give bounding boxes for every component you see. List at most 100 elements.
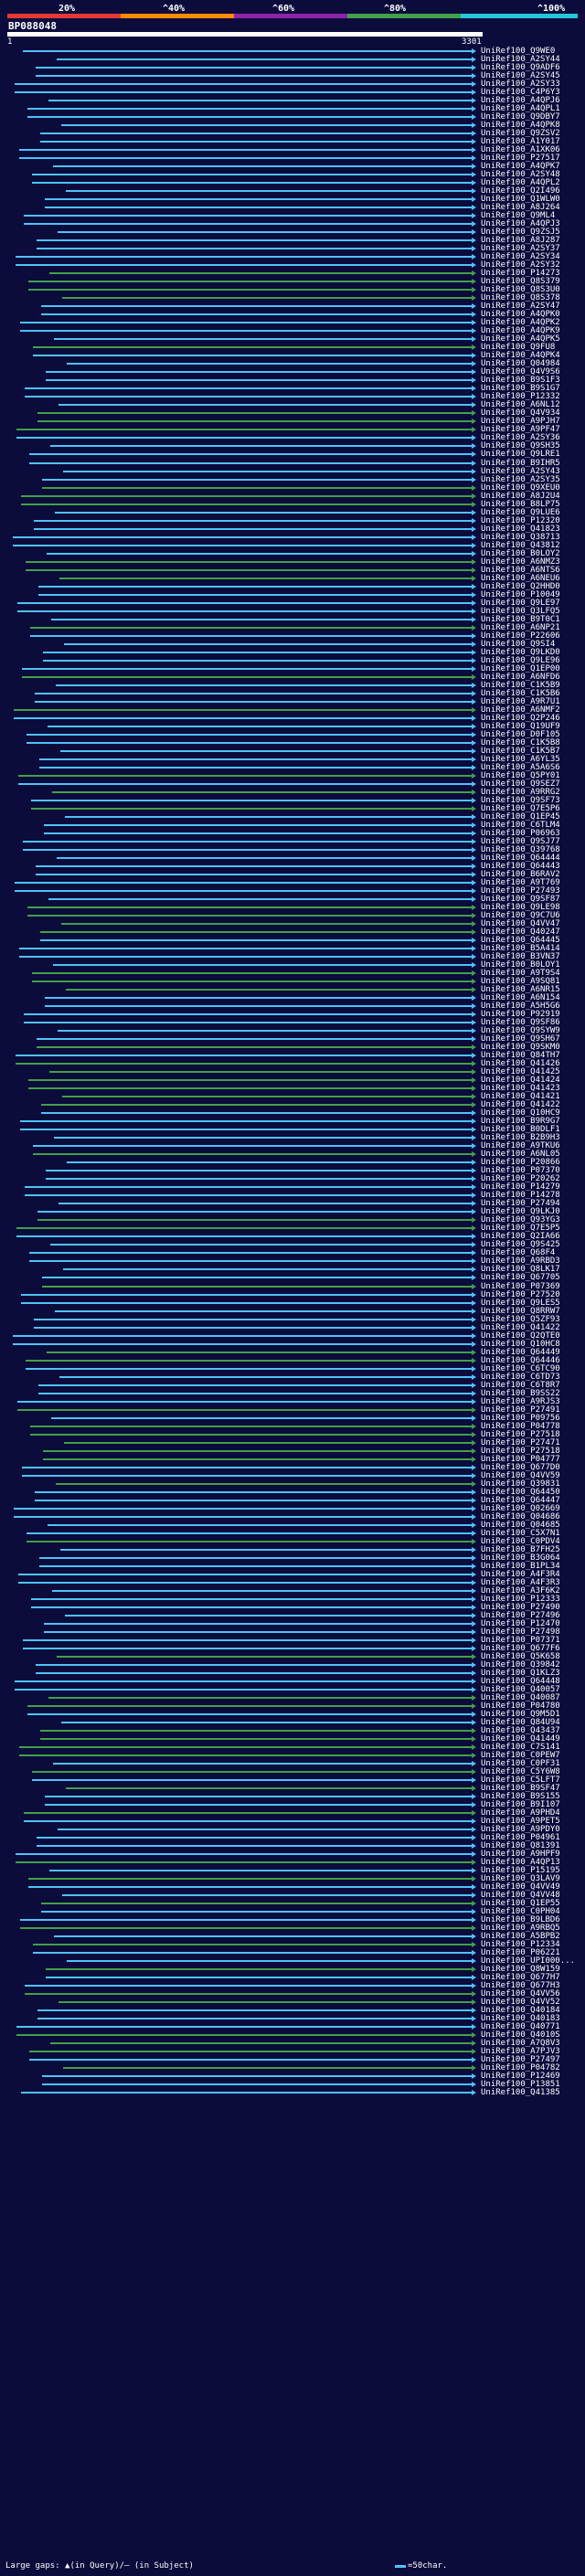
hit-id-label[interactable]: UniRef100_B8LP75 [481, 499, 560, 509]
hit-id-label[interactable]: UniRef100_B0DLF1 [481, 1125, 560, 1135]
hit-row[interactable]: UniRef100_Q41423 [0, 1084, 585, 1093]
hit-id-label[interactable]: UniRef100_Q64449 [481, 1347, 560, 1357]
hit-row[interactable]: UniRef100_Q1WLW0 [0, 195, 585, 204]
hit-id-label[interactable]: UniRef100_A7PJV3 [481, 2047, 560, 2057]
hit-row[interactable]: UniRef100_Q41426 [0, 1059, 585, 1068]
hit-id-label[interactable]: UniRef100_P07370 [481, 1166, 560, 1176]
hit-id-label[interactable]: UniRef100_Q04685 [481, 1520, 560, 1530]
hit-id-label[interactable]: UniRef100_A2SY35 [481, 474, 560, 484]
hit-row[interactable]: UniRef100_Q9M5D1 [0, 1710, 585, 1719]
hit-row[interactable]: UniRef100_A1XK06 [0, 145, 585, 155]
hit-id-label[interactable]: UniRef100_B9R9G7 [481, 1117, 560, 1127]
hit-id-label[interactable]: UniRef100_A2SY47 [481, 302, 560, 312]
hit-id-label[interactable]: UniRef100_P27518 [481, 1429, 560, 1439]
hit-id-label[interactable]: UniRef100_A2SY33 [481, 80, 560, 90]
hit-row[interactable]: UniRef100_Q1EP45 [0, 812, 585, 822]
hit-id-label[interactable]: UniRef100_Q9SF73 [481, 795, 560, 805]
hit-id-label[interactable]: UniRef100_P27490 [481, 1602, 560, 1612]
hit-row[interactable]: UniRef100_P27491 [0, 1405, 585, 1415]
hit-row[interactable]: UniRef100_Q677D0 [0, 1463, 585, 1472]
hit-id-label[interactable]: UniRef100_Q7E5P5 [481, 1224, 560, 1234]
hit-id-label[interactable]: UniRef100_A6N154 [481, 993, 560, 1003]
hit-row[interactable]: UniRef100_A6NTS6 [0, 566, 585, 575]
hit-row[interactable]: UniRef100_B5A414 [0, 944, 585, 953]
hit-id-label[interactable]: UniRef100_B7FH25 [481, 1544, 560, 1554]
hit-row[interactable]: UniRef100_Q9LKJ0 [0, 1207, 585, 1216]
hit-id-label[interactable]: UniRef100_A6NMF2 [481, 705, 560, 715]
hit-id-label[interactable]: UniRef100_Q8RRW7 [481, 1306, 560, 1316]
hit-row[interactable]: UniRef100_A2SY43 [0, 467, 585, 476]
hit-row[interactable]: UniRef100_A2SY44 [0, 55, 585, 64]
hit-id-label[interactable]: UniRef100_A9PJH7 [481, 417, 560, 427]
hit-row[interactable]: UniRef100_C1K5B8 [0, 737, 585, 747]
hit-id-label[interactable]: UniRef100_C6TLM4 [481, 820, 560, 830]
hit-id-label[interactable]: UniRef100_UPI000... [481, 1956, 575, 1966]
hit-row[interactable]: UniRef100_P04961 [0, 1833, 585, 1842]
hit-id-label[interactable]: UniRef100_P14273 [481, 269, 560, 279]
hit-id-label[interactable]: UniRef100_Q9LUE6 [481, 507, 560, 517]
hit-id-label[interactable]: UniRef100_B1PL34 [481, 1561, 560, 1571]
hit-row[interactable]: UniRef100_P13851 [0, 2080, 585, 2089]
hit-row[interactable]: UniRef100_A4QPL1 [0, 104, 585, 113]
hit-id-label[interactable]: UniRef100_B9S1G7 [481, 384, 560, 394]
hit-row[interactable]: UniRef100_Q1KLZ3 [0, 1669, 585, 1678]
hit-id-label[interactable]: UniRef100_B9LBD6 [481, 1915, 560, 1925]
hit-row[interactable]: UniRef100_Q4V934 [0, 408, 585, 419]
hit-id-label[interactable]: UniRef100_P20262 [481, 1174, 560, 1184]
hit-id-label[interactable]: UniRef100_A4QPK9 [481, 326, 560, 336]
hit-row[interactable]: UniRef100_B3G064 [0, 1553, 585, 1563]
hit-row[interactable]: UniRef100_Q9LE97 [0, 599, 585, 608]
hit-id-label[interactable]: UniRef100_B9SF47 [481, 1784, 560, 1794]
hit-row[interactable]: UniRef100_Q41422 [0, 1323, 585, 1332]
hit-id-label[interactable]: UniRef100_P06221 [481, 1948, 560, 1958]
hit-id-label[interactable]: UniRef100_Q9SKM0 [481, 1043, 560, 1053]
hit-id-label[interactable]: UniRef100_A2SY45 [481, 71, 560, 81]
hit-id-label[interactable]: UniRef100_P12469 [481, 2072, 560, 2082]
hit-id-label[interactable]: UniRef100_Q4V934 [481, 408, 560, 419]
hit-id-label[interactable]: UniRef100_A1Y017 [481, 137, 560, 147]
hit-id-label[interactable]: UniRef100_A9RJS3 [481, 1396, 560, 1406]
hit-row[interactable]: UniRef100_Q40247 [0, 928, 585, 937]
hit-row[interactable]: UniRef100_A2SY48 [0, 170, 585, 179]
hit-row[interactable]: UniRef100_P14278 [0, 1191, 585, 1200]
hit-row[interactable]: UniRef100_B2B9H3 [0, 1133, 585, 1143]
hit-id-label[interactable]: UniRef100_P27494 [481, 1199, 560, 1209]
hit-id-label[interactable]: UniRef100_Q9LE96 [481, 655, 560, 665]
hit-id-label[interactable]: UniRef100_Q8S378 [481, 293, 560, 303]
hit-row[interactable]: UniRef100_Q41422 [0, 1100, 585, 1110]
hit-id-label[interactable]: UniRef100_A9HPF9 [481, 1850, 560, 1860]
hit-row[interactable]: UniRef100_A9PF47 [0, 425, 585, 434]
hit-id-label[interactable]: UniRef100_Q40183 [481, 2014, 560, 2024]
hit-row[interactable]: UniRef100_P27496 [0, 1611, 585, 1620]
hit-id-label[interactable]: UniRef100_Q5K658 [481, 1651, 560, 1661]
hit-id-label[interactable]: UniRef100_Q41422 [481, 1100, 560, 1110]
hit-row[interactable]: UniRef100_Q9FU8 [0, 343, 585, 352]
hit-row[interactable]: UniRef100_Q9SF86 [0, 1018, 585, 1027]
hit-row[interactable]: UniRef100_P27518 [0, 1429, 585, 1439]
hit-id-label[interactable]: UniRef100_A1XK06 [481, 145, 560, 155]
hit-id-label[interactable]: UniRef100_B2B9H3 [481, 1133, 560, 1143]
hit-id-label[interactable]: UniRef100_Q9SH35 [481, 441, 560, 451]
hit-id-label[interactable]: UniRef100_P12470 [481, 1618, 560, 1628]
hit-row[interactable]: UniRef100_A9PDY0 [0, 1825, 585, 1834]
hit-row[interactable]: UniRef100_B7FH25 [0, 1544, 585, 1554]
hit-row[interactable]: UniRef100_Q677H7 [0, 1973, 585, 1982]
hit-row[interactable]: UniRef100_Q8S379 [0, 277, 585, 286]
hit-id-label[interactable]: UniRef100_Q84TH7 [481, 1051, 560, 1061]
hit-row[interactable]: UniRef100_C6TC90 [0, 1364, 585, 1373]
hit-row[interactable]: UniRef100_B8LP75 [0, 499, 585, 509]
hit-id-label[interactable]: UniRef100_A6NL12 [481, 400, 560, 410]
hit-id-label[interactable]: UniRef100_Q38713 [481, 532, 560, 542]
hit-id-label[interactable]: UniRef100_Q1EP55 [481, 1899, 560, 1909]
hit-id-label[interactable]: UniRef100_Q02669 [481, 1503, 560, 1513]
hit-id-label[interactable]: UniRef100_Q10HC8 [481, 1339, 560, 1349]
hit-row[interactable]: UniRef100_Q9LKD0 [0, 648, 585, 657]
hit-row[interactable]: UniRef100_B9SS22 [0, 1389, 585, 1398]
hit-id-label[interactable]: UniRef100_Q43812 [481, 540, 560, 550]
hit-row[interactable]: UniRef100_Q9LES5 [0, 1299, 585, 1308]
hit-row[interactable]: UniRef100_Q2I496 [0, 186, 585, 196]
hit-row[interactable]: UniRef100_C5LFT7 [0, 1776, 585, 1785]
hit-id-label[interactable]: UniRef100_C1K5B8 [481, 737, 560, 747]
hit-row[interactable]: UniRef100_C1K5B9 [0, 681, 585, 690]
hit-row[interactable]: UniRef100_B9R9G7 [0, 1117, 585, 1127]
